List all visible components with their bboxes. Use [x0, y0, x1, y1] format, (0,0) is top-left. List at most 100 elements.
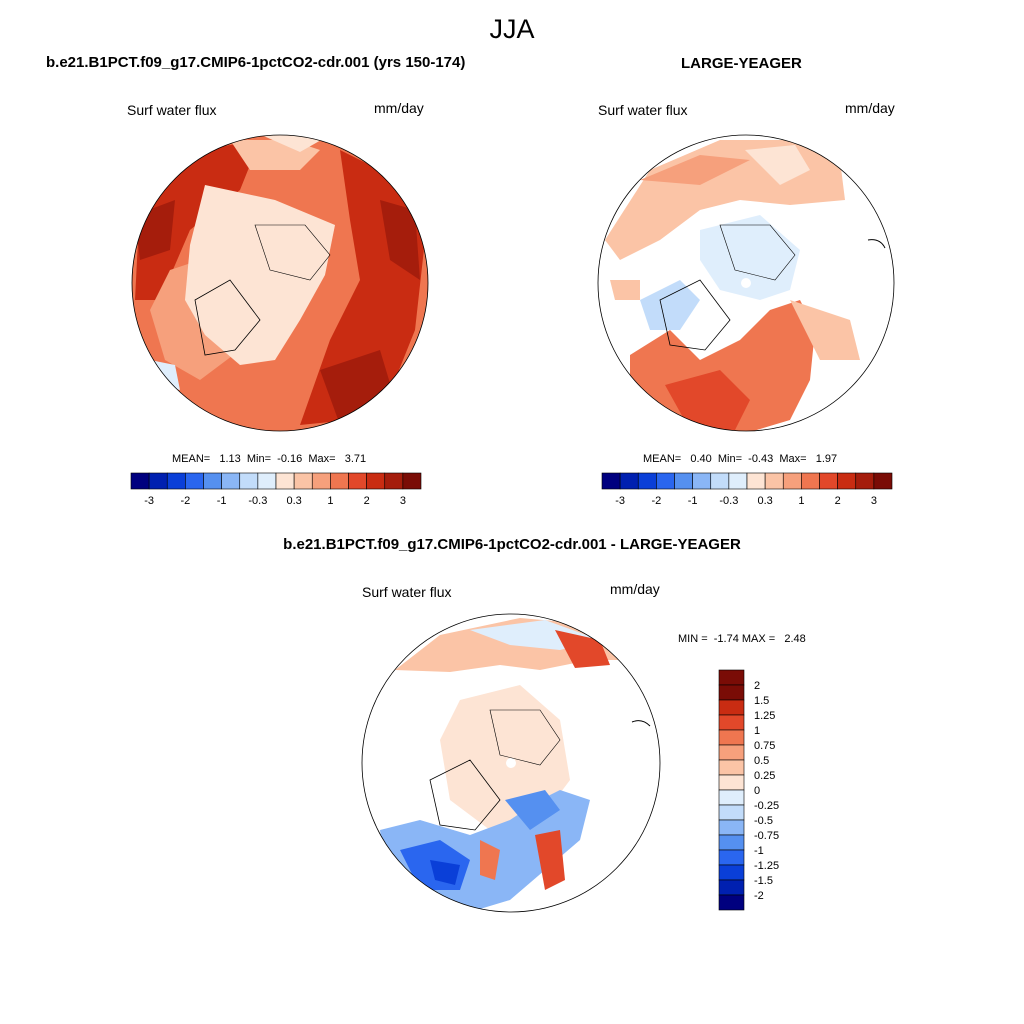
- coastline-fragment: [867, 239, 886, 249]
- colorbar-tick-label: 3: [400, 495, 406, 507]
- panel-diff-title: b.e21.B1PCT.f09_g17.CMIP6-1pctCO2-cdr.00…: [283, 536, 741, 553]
- colorbar-swatch: [637, 472, 657, 490]
- left-variable-label: Surf water flux: [127, 102, 217, 118]
- colorbar-swatch: [221, 472, 241, 490]
- colorbar-tick-label: 2: [835, 495, 841, 507]
- colorbar-swatch: [718, 849, 745, 866]
- colorbar-tick-label: -2: [180, 495, 190, 507]
- map-diff-boundary: [361, 613, 661, 913]
- colorbar-tick-label: 0.75: [754, 740, 775, 752]
- colorbar-swatch: [718, 669, 745, 686]
- colorbar-swatch: [718, 699, 745, 716]
- colorbar-tick-label: 1.5: [754, 695, 769, 707]
- colorbar-swatch: [718, 834, 745, 851]
- map-right: [598, 135, 894, 431]
- colorbar-tick-label: 0.5: [754, 755, 769, 767]
- colorbar-tick-label: -1.5: [754, 875, 773, 887]
- colorbar-swatch: [746, 472, 766, 490]
- coastline-fragment: [631, 720, 651, 727]
- colorbar-tick-label: -0.3: [719, 495, 738, 507]
- colorbar-swatch: [366, 472, 386, 490]
- left-stats: MEAN= 1.13 Min= -0.16 Max= 3.71: [172, 453, 367, 465]
- colorbar-swatch: [855, 472, 875, 490]
- colorbar-swatch: [348, 472, 367, 490]
- colorbar-swatch: [710, 472, 730, 490]
- colorbar-swatch: [692, 472, 712, 490]
- colorbar-swatch: [130, 472, 150, 490]
- map-diff: [362, 614, 660, 912]
- colorbar-swatch: [293, 472, 313, 490]
- colorbar-swatch: [656, 472, 675, 490]
- colorbar-tick-label: -3: [615, 495, 625, 507]
- colorbar-swatch: [718, 729, 745, 746]
- colorbar-left: -3 -2 -1 -0.3 0.3 1 2 3: [130, 472, 422, 507]
- colorbar-swatch: [873, 472, 893, 490]
- map-right-boundary: [597, 134, 895, 432]
- colorbar-tick-label: 3: [871, 495, 877, 507]
- colorbar-swatch: [819, 472, 838, 490]
- colorbar-swatch: [782, 472, 802, 490]
- colorbar-right: -3 -2 -1 -0.3 0.3 1 2 3: [601, 472, 893, 507]
- colorbar-tick-label: -0.5: [754, 815, 773, 827]
- colorbar-swatch: [330, 472, 349, 490]
- right-stats: MEAN= 0.40 Min= -0.43 Max= 1.97: [643, 453, 838, 465]
- colorbar-tick-label: -2: [651, 495, 661, 507]
- colorbar-swatch: [718, 684, 745, 701]
- colorbar-tick-label: -1.25: [754, 860, 779, 872]
- colorbar-tick-label: 1: [754, 725, 760, 737]
- colorbar-swatch: [601, 472, 621, 490]
- colorbar-tick-label: 0.3: [757, 495, 772, 507]
- colorbar-tick-label: -0.25: [754, 800, 779, 812]
- colorbar-swatch: [185, 472, 204, 490]
- colorbar-swatch: [718, 804, 745, 821]
- colorbar-tick-label: 1: [798, 495, 804, 507]
- colorbar-tick-label: 0.3: [286, 495, 301, 507]
- colorbar-swatch: [619, 472, 639, 490]
- colorbar-swatch: [402, 472, 422, 490]
- colorbar-tick-label: 2: [754, 680, 760, 692]
- colorbar-tick-label: 0.25: [754, 770, 775, 782]
- right-units-label: mm/day: [845, 100, 895, 116]
- colorbar-tick-label: -1: [688, 495, 698, 507]
- colorbar-swatch: [764, 472, 784, 490]
- colorbar-swatch: [718, 714, 745, 731]
- panel-right-title: LARGE-YEAGER: [681, 55, 802, 72]
- colorbar-tick-label: 0: [754, 785, 760, 797]
- figure-title: JJA: [489, 14, 535, 44]
- colorbar-tick-label: 1: [327, 495, 333, 507]
- right-variable-label: Surf water flux: [598, 102, 688, 118]
- colorbar-swatch: [674, 472, 693, 490]
- panel-left-title: b.e21.B1PCT.f09_g17.CMIP6-1pctCO2-cdr.00…: [46, 54, 466, 71]
- colorbar-tick-label: -1: [754, 845, 764, 857]
- colorbar-tick-label: -3: [144, 495, 154, 507]
- diff-units-label: mm/day: [610, 581, 660, 597]
- diff-variable-label: Surf water flux: [362, 584, 452, 600]
- colorbar-swatch: [203, 472, 222, 490]
- colorbar-tick-label: -2: [754, 890, 764, 902]
- colorbar-tick-label: 2: [364, 495, 370, 507]
- colorbar-tick-label: -0.75: [754, 830, 779, 842]
- colorbar-tick-label: 1.25: [754, 710, 775, 722]
- colorbar-tick-label: -1: [217, 495, 227, 507]
- colorbar-swatch: [718, 759, 745, 776]
- colorbar-swatch: [718, 789, 745, 806]
- colorbar-swatch: [718, 879, 745, 896]
- colorbar-swatch: [384, 472, 404, 490]
- colorbar-swatch: [718, 774, 745, 791]
- colorbar-swatch: [275, 472, 295, 490]
- colorbar-swatch: [148, 472, 168, 490]
- colorbar-swatch: [166, 472, 186, 490]
- colorbar-swatch: [311, 472, 331, 490]
- colorbar-swatch: [801, 472, 820, 490]
- colorbar-swatch: [728, 472, 748, 490]
- diff-stats: MIN = -1.74 MAX = 2.48: [678, 633, 806, 645]
- colorbar-swatch: [257, 472, 277, 490]
- left-units-label: mm/day: [374, 100, 424, 116]
- colorbar-diff: 2 1.5 1.25 1 0.75 0.5 0.25 0 -0.25 -0.5 -0.75 -1 -1.…: [718, 669, 779, 911]
- colorbar-swatch: [718, 744, 745, 761]
- colorbar-tick-label: -0.3: [248, 495, 267, 507]
- colorbar-swatch: [718, 894, 745, 911]
- map-left: [132, 135, 428, 431]
- colorbar-swatch: [837, 472, 857, 490]
